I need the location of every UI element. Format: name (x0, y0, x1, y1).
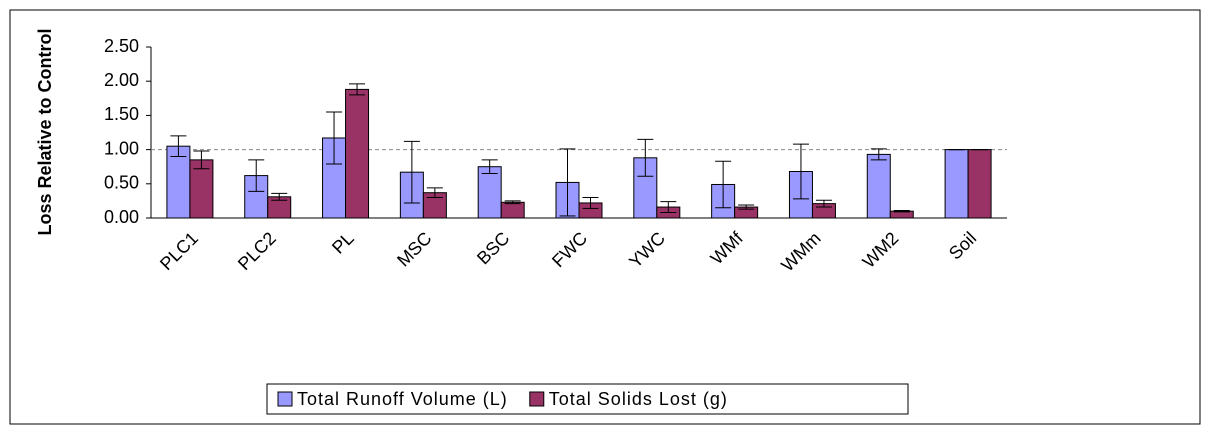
bar (944, 149, 969, 219)
y-tick-label: 1.50 (104, 104, 139, 124)
bar (477, 166, 502, 219)
y-tick-label: 1.00 (104, 138, 139, 158)
bar (166, 145, 191, 219)
y-tick-label: 0.00 (104, 207, 139, 227)
legend-swatch (529, 391, 545, 407)
y-tick-label: 2.00 (104, 70, 139, 90)
legend-label: Total Runoff Volume (L) (297, 389, 508, 409)
y-tick-label: 0.50 (104, 173, 139, 193)
bar (500, 201, 525, 219)
y-tick-label: 2.50 (104, 36, 139, 56)
legend-label: Total Solids Lost (g) (549, 389, 728, 409)
legend-box (266, 383, 909, 415)
y-axis-label: Loss Relative to Control (35, 28, 55, 235)
legend-swatch (277, 391, 293, 407)
bar (866, 153, 891, 219)
bar (345, 88, 370, 219)
bar (967, 149, 992, 219)
